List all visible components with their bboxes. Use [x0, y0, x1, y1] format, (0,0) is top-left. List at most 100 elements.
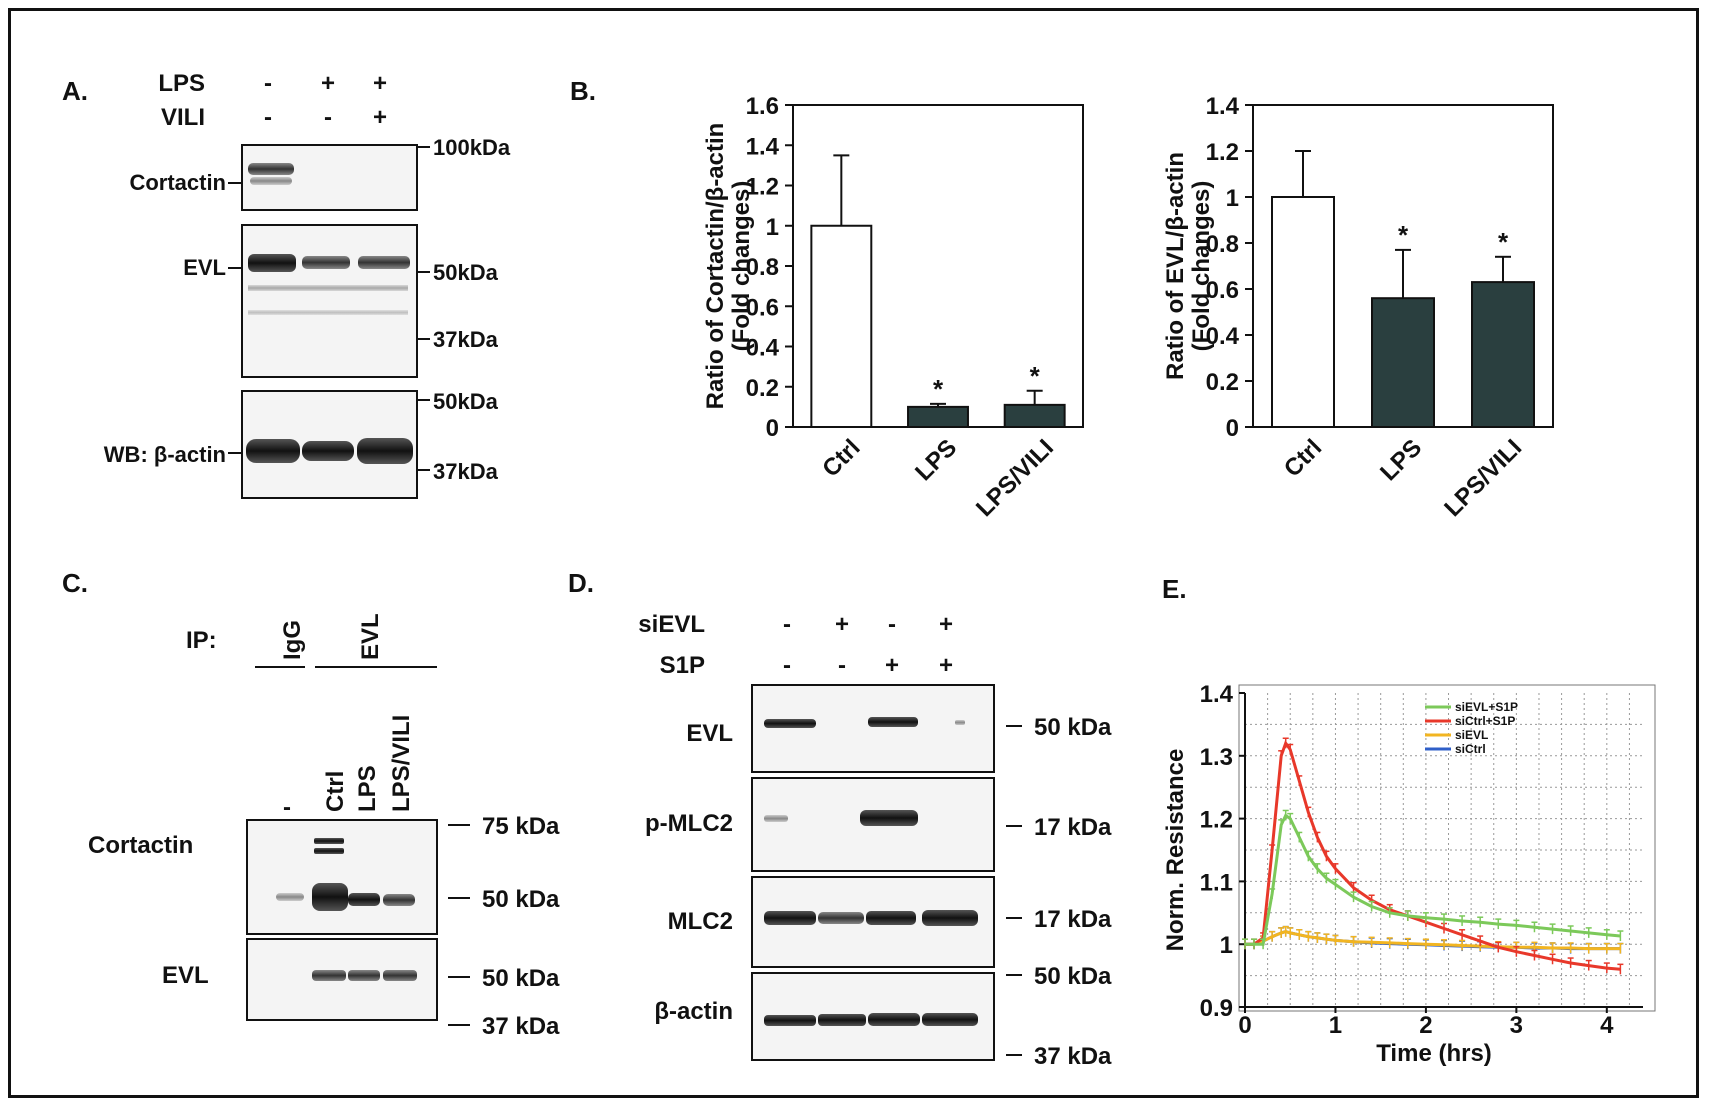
band [276, 893, 304, 901]
blot-c-cortactin [246, 819, 438, 935]
band [246, 439, 300, 463]
y-tick-label: 1.2 [1206, 139, 1239, 166]
band [248, 285, 408, 291]
vili-row-label: VILI [161, 104, 205, 131]
y-tick-label: 1.1 [1200, 869, 1233, 896]
c-marker-50: 50 kDa [482, 886, 560, 913]
marker-50kda-actin: 50kDa [433, 389, 499, 414]
band [348, 970, 380, 981]
group-igg-label: IgG [279, 620, 306, 660]
y-tick-label: 0.9 [1200, 995, 1233, 1022]
panel-e: E. 0.9 1 1.1 1.2 1.3 1.4 0 1 2 3 4 Time (hrs) Norm. … [1162, 574, 1656, 1067]
y-tick-label: 1 [766, 214, 779, 241]
band [860, 810, 918, 826]
significance-star: * [1030, 361, 1041, 391]
significance-star: * [933, 374, 944, 404]
band [764, 911, 816, 925]
chart-evl-ratio: 0 0.2 0.4 0.6 0.8 1 1.2 1.4 Ctrl * LPS * LPS/VILI Rat… [1162, 93, 1554, 522]
d-marker-17b: 17 kDa [1034, 906, 1112, 933]
sievl-sign-4: + [939, 611, 953, 638]
panel-a-label: A. [62, 76, 88, 106]
y-tick-label: 0.4 [746, 335, 780, 362]
x-tick-label: 4 [1600, 1012, 1614, 1039]
significance-star: * [1398, 220, 1409, 250]
y-tick-label: 0 [1226, 415, 1239, 442]
vili-sign-lane3: + [373, 104, 387, 131]
evl-band-label: EVL [183, 255, 226, 280]
panel-b-label: B. [570, 76, 596, 106]
y-axis-label-2: (Fold changes) [1188, 181, 1215, 352]
y-tick-label: 0.8 [746, 254, 779, 281]
vili-sign-lane1: - [264, 104, 272, 131]
panel-a: A. LPS VILI - + + - - + Cortactin EVL WB… [62, 70, 511, 499]
y-tick-label: 0.6 [1206, 277, 1239, 304]
chart-cortactin-ratio: 0 0.2 0.4 0.6 0.8 1 1.2 1.4 1.6 Ctrl * LPS * LPS/VILI… [702, 93, 1084, 522]
d-marker-50b: 50 kDa [1034, 963, 1112, 990]
lps-sign-lane2: + [321, 70, 335, 97]
actin-band-label: WB: β-actin [104, 442, 226, 467]
band [302, 441, 354, 461]
panel-d: D. siEVL S1P - + - + - - + + EVL p-MLC2 … [568, 568, 1112, 1070]
marker-100kda: 100kDa [433, 135, 511, 160]
c-marker-37: 37 kDa [482, 1013, 560, 1040]
lane-lps: LPS [354, 765, 381, 812]
lps-row-label: LPS [158, 70, 205, 97]
d-pmlc2-label: p-MLC2 [645, 810, 733, 837]
s1p-sign-2: - [838, 652, 846, 679]
band [357, 438, 413, 464]
blot-a-evl [241, 224, 418, 378]
lps-sign-lane3: + [373, 70, 387, 97]
band [248, 163, 294, 175]
y-tick-label: 1.4 [1200, 681, 1234, 708]
marker-37kda: 37kDa [433, 327, 499, 352]
x-tick-label: 3 [1510, 1012, 1523, 1039]
y-axis-label: Norm. Resistance [1162, 749, 1189, 952]
s1p-row-label: S1P [660, 652, 705, 679]
bar-lps [907, 405, 969, 428]
band [868, 717, 918, 727]
s1p-sign-1: - [783, 652, 791, 679]
band [312, 970, 346, 981]
vili-sign-lane2: - [324, 104, 332, 131]
panel-e-label: E. [1162, 574, 1187, 604]
x-category-label: LPS/VILI [971, 434, 1059, 522]
band [314, 838, 344, 844]
x-tick-label: 2 [1419, 1012, 1432, 1039]
c-marker-75: 75 kDa [482, 813, 560, 840]
band [312, 883, 348, 911]
y-tick-label: 1 [1220, 932, 1233, 959]
figure-frame [8, 8, 1699, 1098]
legend-label: siEVL [1455, 728, 1488, 742]
legend-label: siCtrl [1455, 742, 1486, 756]
bar-lps-vili [1003, 403, 1066, 428]
band [383, 970, 417, 981]
d-mlc2-label: MLC2 [668, 908, 733, 935]
legend-label: siCtrl+S1P [1455, 714, 1515, 728]
band [348, 893, 380, 906]
band [922, 1013, 978, 1026]
marker-50kda: 50kDa [433, 260, 499, 285]
band [764, 1015, 816, 1026]
sievl-sign-1: - [783, 611, 791, 638]
x-category-label: Ctrl [817, 434, 865, 482]
y-tick-label: 1.3 [1200, 744, 1233, 771]
plot-outer-frame [1238, 684, 1656, 1012]
legend-label: siEVL+S1P [1455, 700, 1518, 714]
x-tick-label: 1 [1329, 1012, 1342, 1039]
group-evl-label: EVL [357, 613, 384, 660]
sievl-sign-2: + [835, 611, 849, 638]
x-category-label: LPS [910, 434, 962, 486]
y-tick-label: 1 [1226, 185, 1239, 212]
y-tick-label: 0.2 [746, 375, 779, 402]
y-axis-label: Ratio of EVL/β-actin [1162, 152, 1189, 380]
panel-d-label: D. [568, 568, 594, 598]
c-cortactin-label: Cortactin [88, 832, 193, 859]
band [818, 912, 864, 924]
x-category-label: LPS/VILI [1439, 434, 1527, 522]
y-tick-label: 1.4 [1206, 93, 1240, 120]
bar-ctrl [1271, 196, 1335, 428]
series-line-sictrl-s1p [1245, 739, 1621, 971]
lane-lps-vili: LPS/VILI [388, 715, 415, 812]
y-tick-label: 1.2 [746, 174, 779, 201]
